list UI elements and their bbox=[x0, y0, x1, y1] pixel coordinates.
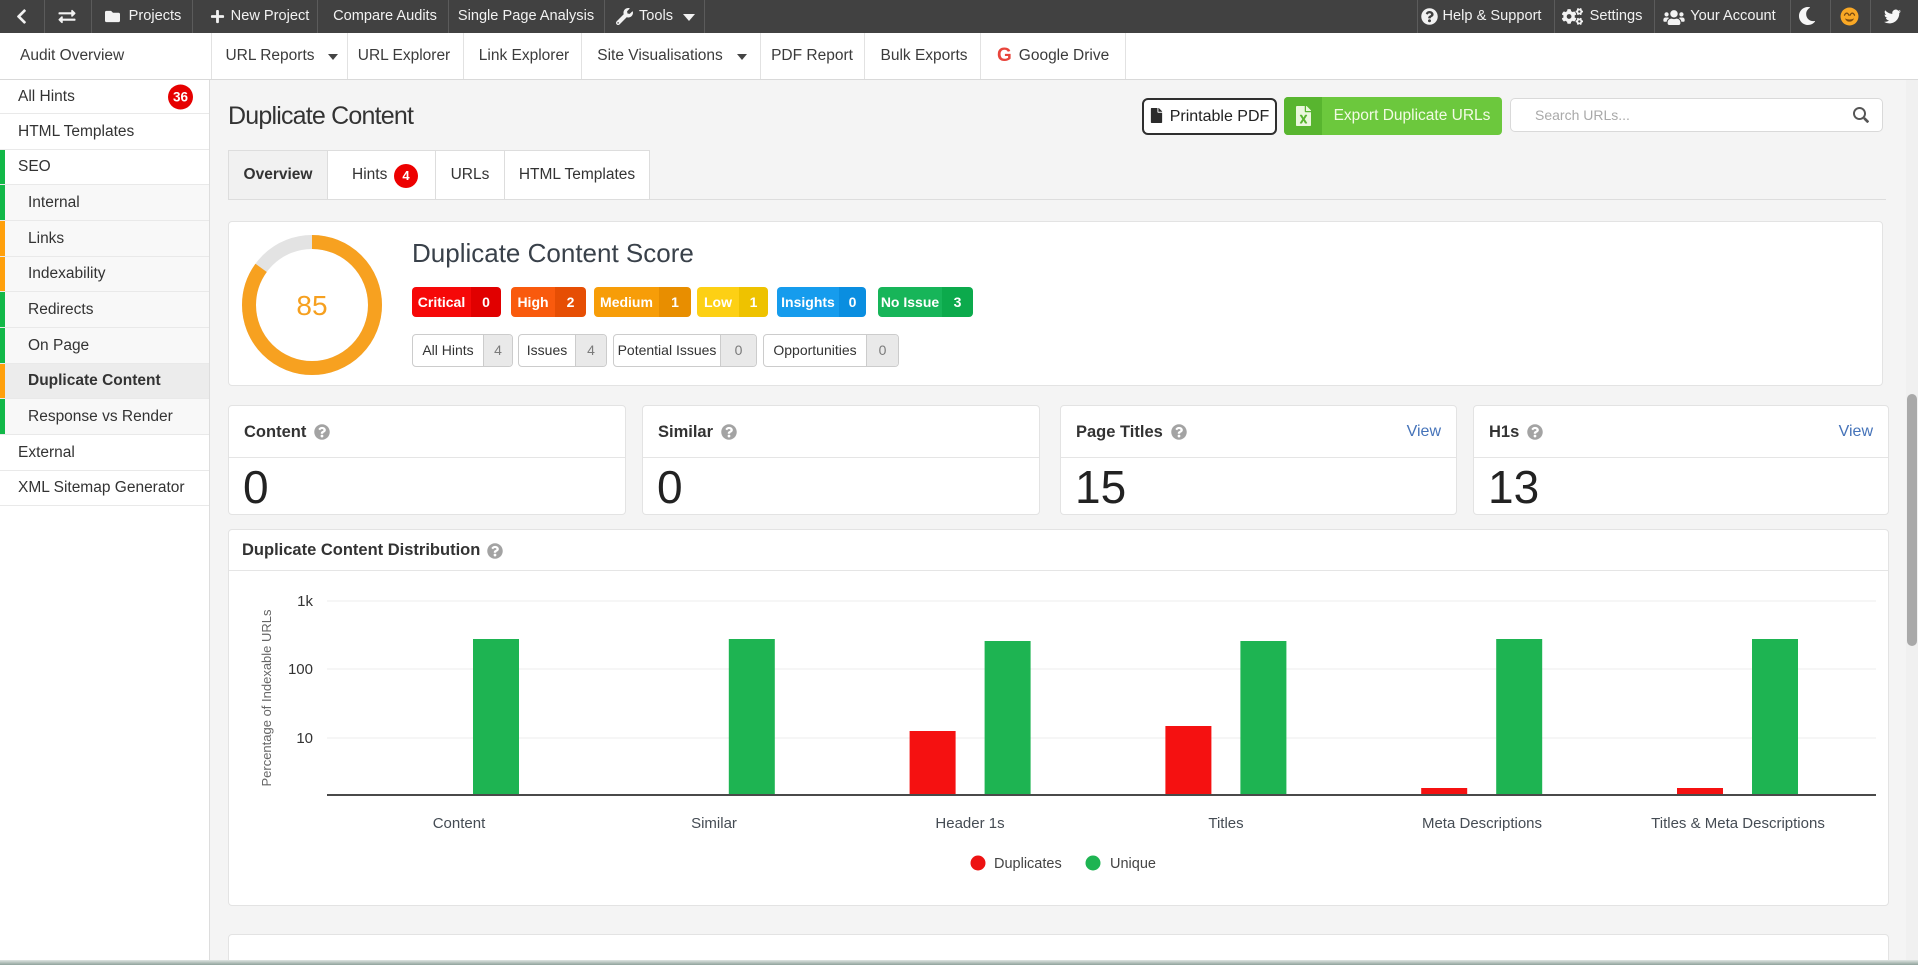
svg-text:10: 10 bbox=[296, 730, 313, 747]
svg-text:Duplicates: Duplicates bbox=[994, 856, 1062, 872]
svg-text:Titles: Titles bbox=[1208, 815, 1243, 832]
svg-text:Similar: Similar bbox=[691, 815, 737, 832]
svg-text:Meta Descriptions: Meta Descriptions bbox=[1422, 815, 1542, 832]
svg-text:Content: Content bbox=[433, 815, 486, 832]
svg-text:1k: 1k bbox=[297, 593, 313, 610]
svg-text:100: 100 bbox=[288, 661, 313, 678]
svg-text:85: 85 bbox=[296, 290, 327, 321]
svg-text:Percentage of Indexable URLs: Percentage of Indexable URLs bbox=[259, 609, 274, 787]
svg-text:Titles & Meta Descriptions: Titles & Meta Descriptions bbox=[1651, 815, 1825, 832]
svg-text:Header 1s: Header 1s bbox=[935, 815, 1004, 832]
svg-text:Unique: Unique bbox=[1110, 856, 1156, 872]
